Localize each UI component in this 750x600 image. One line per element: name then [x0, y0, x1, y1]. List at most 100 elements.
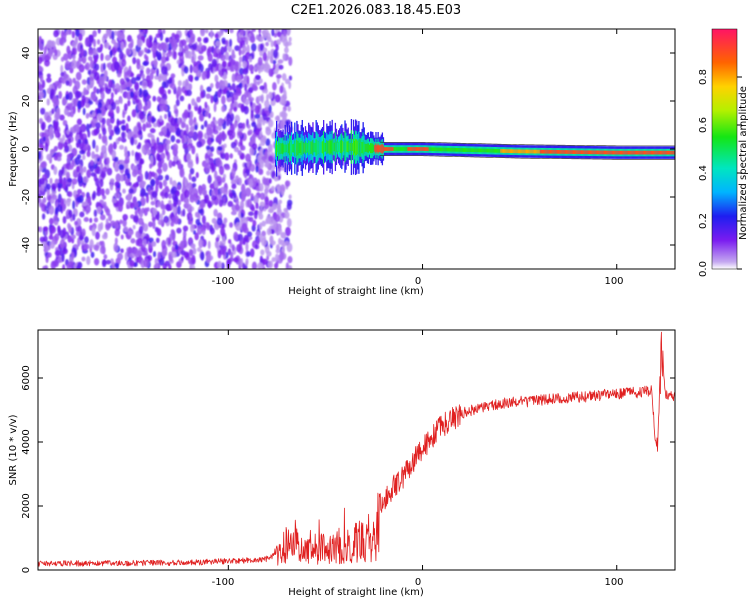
- spectrogram-cell: [352, 138, 355, 156]
- spectrogram-cell: [586, 150, 589, 155]
- spectrogram-cell: [255, 128, 260, 136]
- spectrogram-cell: [275, 115, 281, 123]
- spectrogram-cell: [127, 230, 134, 236]
- spectrogram-cell: [191, 176, 197, 183]
- spectrogram-cell: [653, 150, 655, 155]
- spectrogram-cell: [237, 177, 242, 186]
- spectrogram-cell: [214, 33, 219, 39]
- spectrogram-cell: [62, 227, 67, 237]
- spectrogram-cell: [68, 91, 73, 101]
- spectrogram-cell: [101, 117, 106, 125]
- spectrogram-cell: [192, 247, 197, 255]
- spectrogram-cell: [162, 208, 166, 216]
- spectrogram-cell: [235, 222, 242, 231]
- spectrogram-cell: [144, 29, 148, 35]
- spectrogram-cell: [654, 150, 656, 155]
- spectrogram-cell: [171, 186, 178, 194]
- spectrogram-cell: [248, 86, 254, 94]
- spectrogram-cell: [121, 137, 127, 143]
- spectrogram-cell: [570, 150, 573, 154]
- spectrogram-cell: [437, 147, 439, 152]
- spectrogram-cell: [72, 77, 77, 84]
- spectrogram-cell: [435, 147, 437, 152]
- spectrogram-cell: [279, 184, 286, 193]
- spectrogram-cell: [116, 118, 120, 128]
- spectrogram-cell: [564, 150, 566, 154]
- spectrogram-cell: [207, 200, 212, 209]
- spectrogram-cell: [288, 194, 292, 200]
- spectrogram-cell: [527, 149, 529, 154]
- spectrogram-cell: [57, 226, 61, 236]
- spectrogram-cell: [357, 140, 359, 155]
- spectrogram-cell: [621, 150, 623, 155]
- spectrogram-cell: [434, 147, 436, 152]
- spectrogram-cell: [611, 150, 613, 155]
- spectrogram-cell: [195, 172, 199, 179]
- spectrogram-cell: [451, 147, 453, 152]
- spectrogram-cell: [263, 29, 269, 37]
- spectrogram-cell: [38, 168, 41, 179]
- spectrogram-cell: [110, 92, 114, 99]
- spectrogram-cell: [173, 39, 177, 45]
- spectrogram-cell: [244, 173, 248, 179]
- spectrogram-cell: [460, 148, 463, 152]
- spectrogram-cell: [318, 142, 321, 153]
- spectrogram-cell: [408, 147, 410, 151]
- spectrogram-cell: [395, 147, 397, 151]
- spectrogram-cell: [171, 193, 177, 201]
- spectrogram-cell: [290, 140, 293, 157]
- spectrogram-x-tick-label: -100: [212, 276, 235, 287]
- spectrogram-cell: [261, 237, 267, 247]
- spectrogram-cell: [277, 59, 284, 64]
- spectrogram-cell: [220, 54, 226, 62]
- spectrogram-cell: [50, 260, 56, 269]
- spectrogram-cell: [259, 130, 263, 138]
- spectrogram-cell: [567, 150, 569, 154]
- spectrogram-cell: [191, 182, 197, 188]
- spectrogram-cell: [205, 93, 211, 100]
- spectrogram-cell: [205, 29, 209, 34]
- spectrogram-cell: [101, 86, 105, 92]
- spectrogram-cell: [405, 147, 407, 151]
- spectrogram-cell: [189, 75, 193, 83]
- spectrogram-cell: [49, 177, 53, 185]
- spectrogram-cell: [584, 150, 586, 155]
- spectrogram-cell: [121, 58, 127, 67]
- spectrogram-cell: [183, 66, 189, 74]
- spectrogram-cell: [275, 43, 279, 52]
- spectrogram-cell: [125, 122, 129, 133]
- spectrogram-cell: [219, 248, 225, 255]
- spectrogram-cell: [339, 141, 341, 153]
- spectrogram-cell: [549, 149, 551, 154]
- spectrogram-cell: [246, 160, 250, 168]
- spectrogram-cell: [231, 83, 236, 91]
- spectrogram-cell: [109, 143, 114, 149]
- spectrogram-cell: [327, 140, 329, 154]
- spectrogram-cell: [218, 51, 222, 57]
- spectrogram-cell: [41, 144, 45, 151]
- spectrogram-cell: [244, 83, 248, 92]
- spectrogram-cell: [159, 115, 163, 122]
- spectrogram-band: [274, 119, 675, 177]
- spectrogram-cell: [177, 205, 181, 215]
- spectrogram-cell: [471, 148, 473, 153]
- colorbar-label: Normalized spectral amplitude: [738, 86, 749, 240]
- spectrogram-cell: [255, 165, 259, 173]
- spectrogram-cell: [109, 178, 115, 184]
- spectrogram-cell: [251, 206, 256, 212]
- spectrogram-cell: [242, 60, 247, 69]
- spectrogram-cell: [483, 148, 485, 153]
- spectrogram-cell: [629, 150, 631, 155]
- spectrogram-cell: [588, 150, 591, 155]
- spectrogram-cell: [171, 216, 177, 223]
- spectrogram-cell: [612, 150, 614, 155]
- spectrogram-cell: [187, 182, 193, 191]
- spectrogram-cell: [281, 109, 287, 117]
- spectrogram-cell: [162, 51, 166, 57]
- spectrogram-y-tick-labels: -40 -20 0 20 40: [21, 47, 32, 254]
- spectrogram-cell: [622, 150, 624, 155]
- spectrogram-cell: [129, 202, 135, 209]
- spectrogram-cell: [68, 102, 74, 111]
- spectrogram-cell: [275, 248, 281, 254]
- spectrogram-cell: [190, 223, 195, 233]
